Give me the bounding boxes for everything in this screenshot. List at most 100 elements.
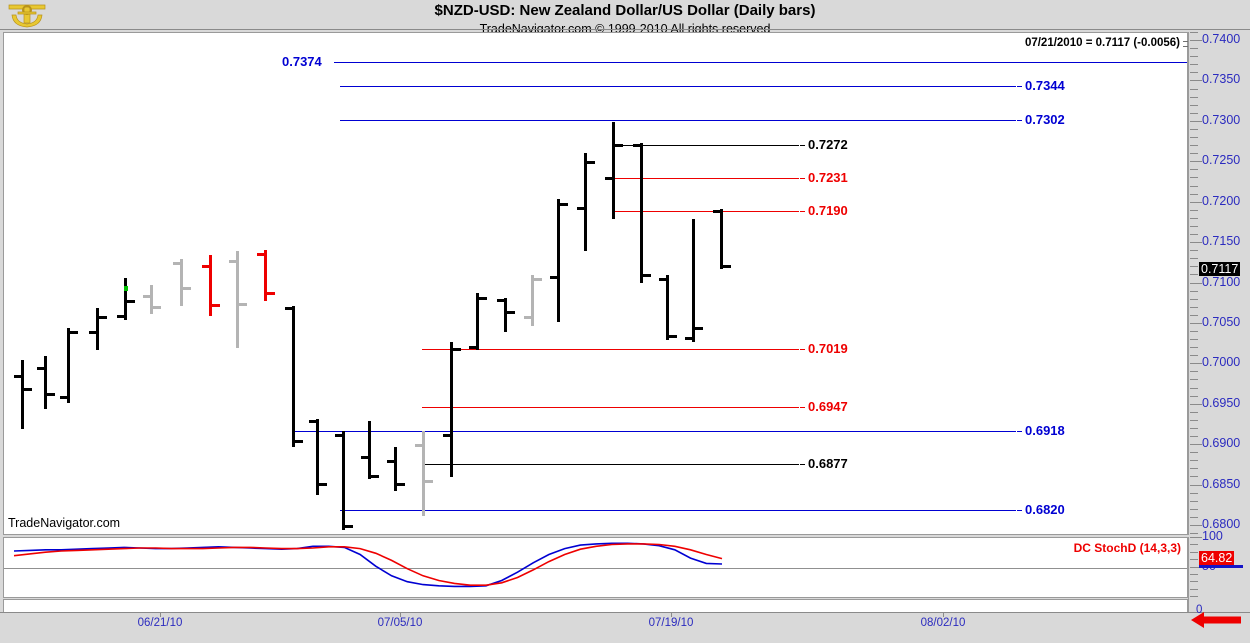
- indicator-axis-minor-tick: [1190, 544, 1198, 545]
- ohlc-bar-range: [557, 198, 560, 323]
- ohlc-close-tick: [587, 161, 595, 165]
- price-axis-minor-tick: [1190, 501, 1198, 502]
- price-level-tick: [800, 407, 805, 408]
- ohlc-bar[interactable]: [4, 33, 135, 320]
- price-chart-panel[interactable]: 0.7374 0.7344 0.7302 0.7272 0.7231 0.7190 0.70…: [3, 32, 1188, 535]
- price-axis-label: 0.7100: [1202, 275, 1241, 289]
- price-level-tick: [1017, 86, 1022, 87]
- ohlc-bar[interactable]: [4, 33, 161, 315]
- price-axis-minor-tick: [1190, 89, 1198, 90]
- ohlc-open-tick: [60, 395, 68, 399]
- price-level-line[interactable]: [292, 431, 1016, 432]
- indicator-title-label: DC StochD (14,3,3): [1073, 541, 1181, 555]
- price-level-tick: [800, 349, 805, 350]
- ohlc-bar-range: [124, 277, 127, 320]
- ohlc-bar-range: [640, 142, 643, 284]
- ohlc-close-tick: [267, 292, 275, 296]
- ohlc-bar-range: [67, 327, 70, 404]
- price-level-line[interactable]: [612, 178, 799, 179]
- price-level-line[interactable]: [612, 211, 799, 212]
- price-axis[interactable]: 0.7400 0.7350 0.7300 0.7250 0.7200 0.7150 0.71…: [1188, 32, 1250, 535]
- ohlc-bar[interactable]: [4, 33, 487, 350]
- ohlc-open-tick: [524, 316, 532, 320]
- price-axis-minor-tick: [1190, 210, 1198, 211]
- ohlc-bar[interactable]: [4, 33, 78, 404]
- indicator-axis[interactable]: 1005064.82: [1188, 530, 1250, 598]
- ohlc-open-tick: [37, 367, 45, 371]
- price-level-label: 0.7374: [282, 54, 322, 69]
- ohlc-close-tick: [153, 305, 161, 309]
- price-level-tick: [1017, 120, 1022, 121]
- ohlc-bar-range: [44, 356, 47, 409]
- price-axis-tick: [1190, 202, 1202, 203]
- ohlc-bar-range: [236, 251, 239, 349]
- price-axis-label: 0.7350: [1202, 72, 1241, 86]
- ohlc-bar[interactable]: [4, 33, 677, 341]
- ohlc-bar[interactable]: [4, 33, 107, 350]
- quote-tick-upper: [1183, 41, 1190, 42]
- ohlc-bar[interactable]: [4, 33, 405, 492]
- ohlc-close-tick: [669, 335, 677, 339]
- date-axis-tick: [400, 613, 401, 617]
- price-level-tick: [800, 178, 805, 179]
- price-axis-minor-tick: [1190, 315, 1198, 316]
- ohlc-bar[interactable]: [4, 33, 651, 284]
- ohlc-close-tick: [643, 274, 651, 278]
- ohlc-bar[interactable]: [4, 33, 32, 429]
- ohlc-close-tick: [295, 440, 303, 444]
- price-axis-minor-tick: [1190, 468, 1198, 469]
- ohlc-bar[interactable]: [4, 33, 515, 332]
- ohlc-bar[interactable]: [4, 33, 379, 480]
- indicator-axis-minor-tick: [1190, 596, 1198, 597]
- ohlc-bar[interactable]: [4, 33, 247, 349]
- ohlc-open-tick: [415, 444, 423, 448]
- price-level-line[interactable]: [334, 62, 1187, 63]
- date-axis[interactable]: 06/21/10 07/05/10 07/19/10 08/02/10: [0, 613, 1250, 643]
- ohlc-bar[interactable]: [4, 33, 731, 269]
- price-plot-area[interactable]: 0.7374 0.7344 0.7302 0.7272 0.7231 0.7190 0.70…: [4, 33, 1187, 534]
- ohlc-bar[interactable]: [4, 33, 191, 307]
- price-axis-tick: [1190, 525, 1202, 526]
- indicator-panel[interactable]: DC StochD (14,3,3): [3, 537, 1188, 598]
- date-axis-tick: [160, 613, 161, 617]
- date-axis-label: 06/21/10: [137, 617, 183, 629]
- indicator-plot-area[interactable]: [4, 538, 1187, 597]
- price-axis-label: 0.7150: [1202, 234, 1241, 248]
- ohlc-bar[interactable]: [4, 33, 542, 326]
- indicator-axis-label: 100: [1202, 529, 1223, 543]
- ohlc-bar[interactable]: [4, 33, 353, 530]
- date-axis-label: 07/05/10: [377, 617, 423, 629]
- price-level-line[interactable]: [340, 120, 1016, 121]
- price-axis-minor-tick: [1190, 493, 1198, 494]
- ohlc-open-tick: [577, 207, 585, 211]
- header-divider: [0, 29, 1250, 30]
- indicator-axis-minor-tick: [1190, 559, 1198, 560]
- price-level-line[interactable]: [340, 86, 1016, 87]
- ohlc-open-tick: [550, 276, 558, 280]
- ohlc-bar[interactable]: [4, 33, 55, 409]
- red-left-arrow-icon[interactable]: [1190, 610, 1242, 635]
- price-level-line[interactable]: [340, 510, 1016, 511]
- ohlc-bar[interactable]: [4, 33, 220, 316]
- ohlc-bar[interactable]: [4, 33, 461, 477]
- price-level-label: 0.7190: [808, 203, 848, 218]
- ohlc-close-tick: [425, 480, 433, 484]
- ohlc-bar[interactable]: [4, 33, 568, 323]
- watermark-label: TradeNavigator.com: [8, 516, 121, 530]
- price-level-line[interactable]: [612, 145, 799, 146]
- ohlc-bar[interactable]: [4, 33, 303, 447]
- ohlc-bar[interactable]: [4, 33, 433, 517]
- indicator-value-badge: 64.82: [1199, 551, 1235, 565]
- price-axis-minor-tick: [1190, 371, 1198, 372]
- ohlc-bar[interactable]: [4, 33, 703, 343]
- ohlc-bar[interactable]: [4, 33, 327, 496]
- price-level-line[interactable]: [422, 464, 799, 465]
- price-level-line[interactable]: [422, 407, 799, 408]
- price-level-line[interactable]: [422, 349, 799, 350]
- ohlc-bar[interactable]: [4, 33, 275, 302]
- price-axis-label: 0.7250: [1202, 153, 1241, 167]
- ohlc-bar[interactable]: [4, 33, 595, 252]
- ohlc-bar[interactable]: [4, 33, 623, 219]
- price-axis-minor-tick: [1190, 307, 1198, 308]
- ohlc-close-tick: [723, 264, 731, 268]
